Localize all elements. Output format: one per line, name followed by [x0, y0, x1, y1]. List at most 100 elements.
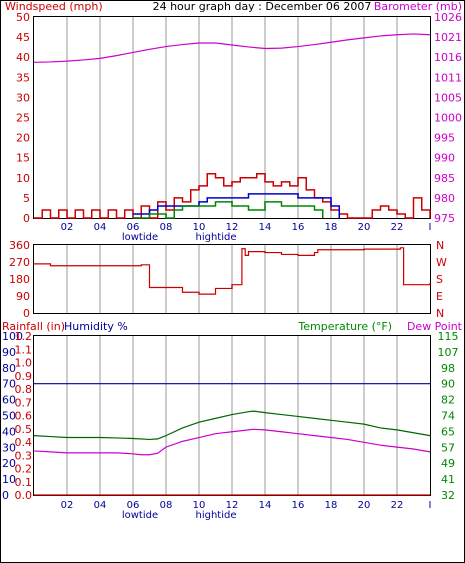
y-tick-label: 1016	[434, 51, 462, 64]
baro-y-axis-labels: 1026 1021 1016 1011 1005 1000 995 990 985 980 975	[434, 11, 462, 225]
low-tide-label-2: lowtide	[122, 510, 158, 521]
rainfall-label: Rainfall (in)	[2, 320, 65, 333]
hour-tick-label: 06	[127, 222, 140, 233]
y-tick-label: 0	[23, 307, 30, 320]
direction-series	[34, 247, 431, 295]
header-left-label: Windspeed (mph)	[5, 0, 103, 13]
y-tick-label: 0.8	[15, 383, 33, 396]
y-tick-label: 0.5	[15, 423, 33, 436]
y-tick-label: 0.1	[15, 476, 33, 489]
hour-tick-label: 20	[358, 222, 371, 233]
y-tick-label: 49	[441, 457, 455, 470]
dewpoint-label: Dew Point	[407, 320, 463, 333]
hour-tick-label: 08	[160, 222, 173, 233]
temp-gridlines	[66, 336, 398, 495]
y-tick-label: E	[436, 290, 443, 303]
y-tick-label: 10	[2, 473, 16, 486]
y-tick-label: 80	[2, 362, 16, 375]
y-tick-label: 1011	[434, 71, 462, 84]
y-tick-label: 107	[438, 346, 459, 359]
y-tick-label: 82	[441, 394, 455, 407]
temp-series	[33, 383, 431, 496]
y-tick-label: 0.4	[15, 436, 33, 449]
y-tick-label: 115	[438, 330, 459, 343]
y-tick-label: 40	[2, 425, 16, 438]
low-series-line	[133, 201, 324, 219]
rain-y-axis-labels: 1.21.11.00.90.80.70.60.50.40.30.20.10.0	[15, 330, 33, 502]
y-tick-label: 30	[16, 91, 30, 104]
y-tick-label: S	[436, 273, 443, 286]
y-tick-label: 70	[2, 378, 16, 391]
temperature-y-axis-labels: 115 107 98 90 82 74 65 57 49 41 32	[438, 330, 459, 502]
baro-series-line	[33, 33, 431, 63]
hour-tick-label: 08	[160, 500, 173, 511]
y-tick-label: 32	[441, 489, 455, 502]
y-tick-label: N	[436, 307, 444, 320]
y-tick-label: 360	[9, 239, 30, 252]
y-tick-label: 995	[434, 132, 455, 145]
y-tick-label: 50	[2, 410, 16, 423]
temp-series-line	[33, 410, 431, 441]
hour-tick-label: 10	[193, 500, 206, 511]
y-tick-label: 90	[16, 290, 30, 303]
y-tick-label: 0.3	[15, 449, 33, 462]
y-tick-label: 40	[16, 51, 30, 64]
y-tick-label: 0.2	[15, 463, 33, 476]
hour-tick-label: 12	[226, 222, 239, 233]
y-tick-label: N	[436, 239, 444, 252]
wind-baro-series	[33, 33, 431, 219]
hour-tick-label: 06	[127, 500, 140, 511]
y-tick-label: 270	[9, 256, 30, 269]
y-tick-label: 10	[16, 172, 30, 185]
y-tick-label: W	[436, 256, 447, 269]
y-tick-label: 5	[23, 192, 30, 205]
y-tick-label: 20	[16, 132, 30, 145]
wind-baro-frame	[33, 16, 431, 219]
high-tide-label-1: hightide	[195, 232, 236, 243]
direction-gridlines	[66, 245, 398, 313]
y-tick-label: 0	[23, 212, 30, 225]
dew-series-line	[33, 428, 431, 456]
y-tick-label: 35	[16, 71, 30, 84]
y-tick-label: 90	[2, 346, 16, 359]
hour-tick-label: 18	[325, 222, 338, 233]
y-tick-label: 1000	[434, 112, 462, 125]
humidity-label: Humidity %	[64, 320, 128, 333]
header-title: 24 hour graph day : December 06 2007	[153, 0, 372, 13]
y-tick-label: 0	[2, 489, 9, 502]
y-tick-label: 25	[16, 112, 30, 125]
y-tick-label: 20	[2, 457, 16, 470]
hour-tick-label: 14	[259, 222, 272, 233]
hour-tick-label: 04	[94, 222, 107, 233]
y-tick-label: 74	[441, 410, 455, 423]
y-tick-label: 41	[441, 473, 455, 486]
high-tide-label-2: hightide	[195, 510, 236, 521]
hour-tick-label: 22	[391, 222, 404, 233]
y-tick-label: 0.7	[15, 396, 33, 409]
y-tick-label: 30	[2, 441, 16, 454]
wind-baro-gridlines	[66, 17, 398, 218]
hour-tick-label: 10	[193, 222, 206, 233]
y-tick-label: 1.1	[15, 343, 33, 356]
temp-panel: Rainfall (in) Humidity % Temperature (°F…	[2, 320, 463, 521]
hour-tick-label: 14	[259, 500, 272, 511]
wind-baro-x-axis-labels: 02 04 06 08 10 12 14 16 18 20 22 I	[61, 222, 432, 233]
y-tick-label: 90	[441, 378, 455, 391]
hour-tick-label: 18	[325, 500, 338, 511]
hour-tick-label: 16	[292, 222, 305, 233]
avg-series-line	[133, 193, 340, 218]
hour-tick-label: 04	[94, 500, 107, 511]
y-tick-label: 0.0	[15, 489, 33, 502]
y-tick-label: 0.9	[15, 370, 33, 383]
direction-degree-labels: 360 270 180 90 0	[9, 239, 30, 320]
y-tick-label: 975	[434, 212, 455, 225]
hour-tick-label: 20	[358, 500, 371, 511]
hour-tick-label: 02	[61, 222, 74, 233]
hour-tick-label: 12	[226, 500, 239, 511]
y-tick-label: 1021	[434, 31, 462, 44]
